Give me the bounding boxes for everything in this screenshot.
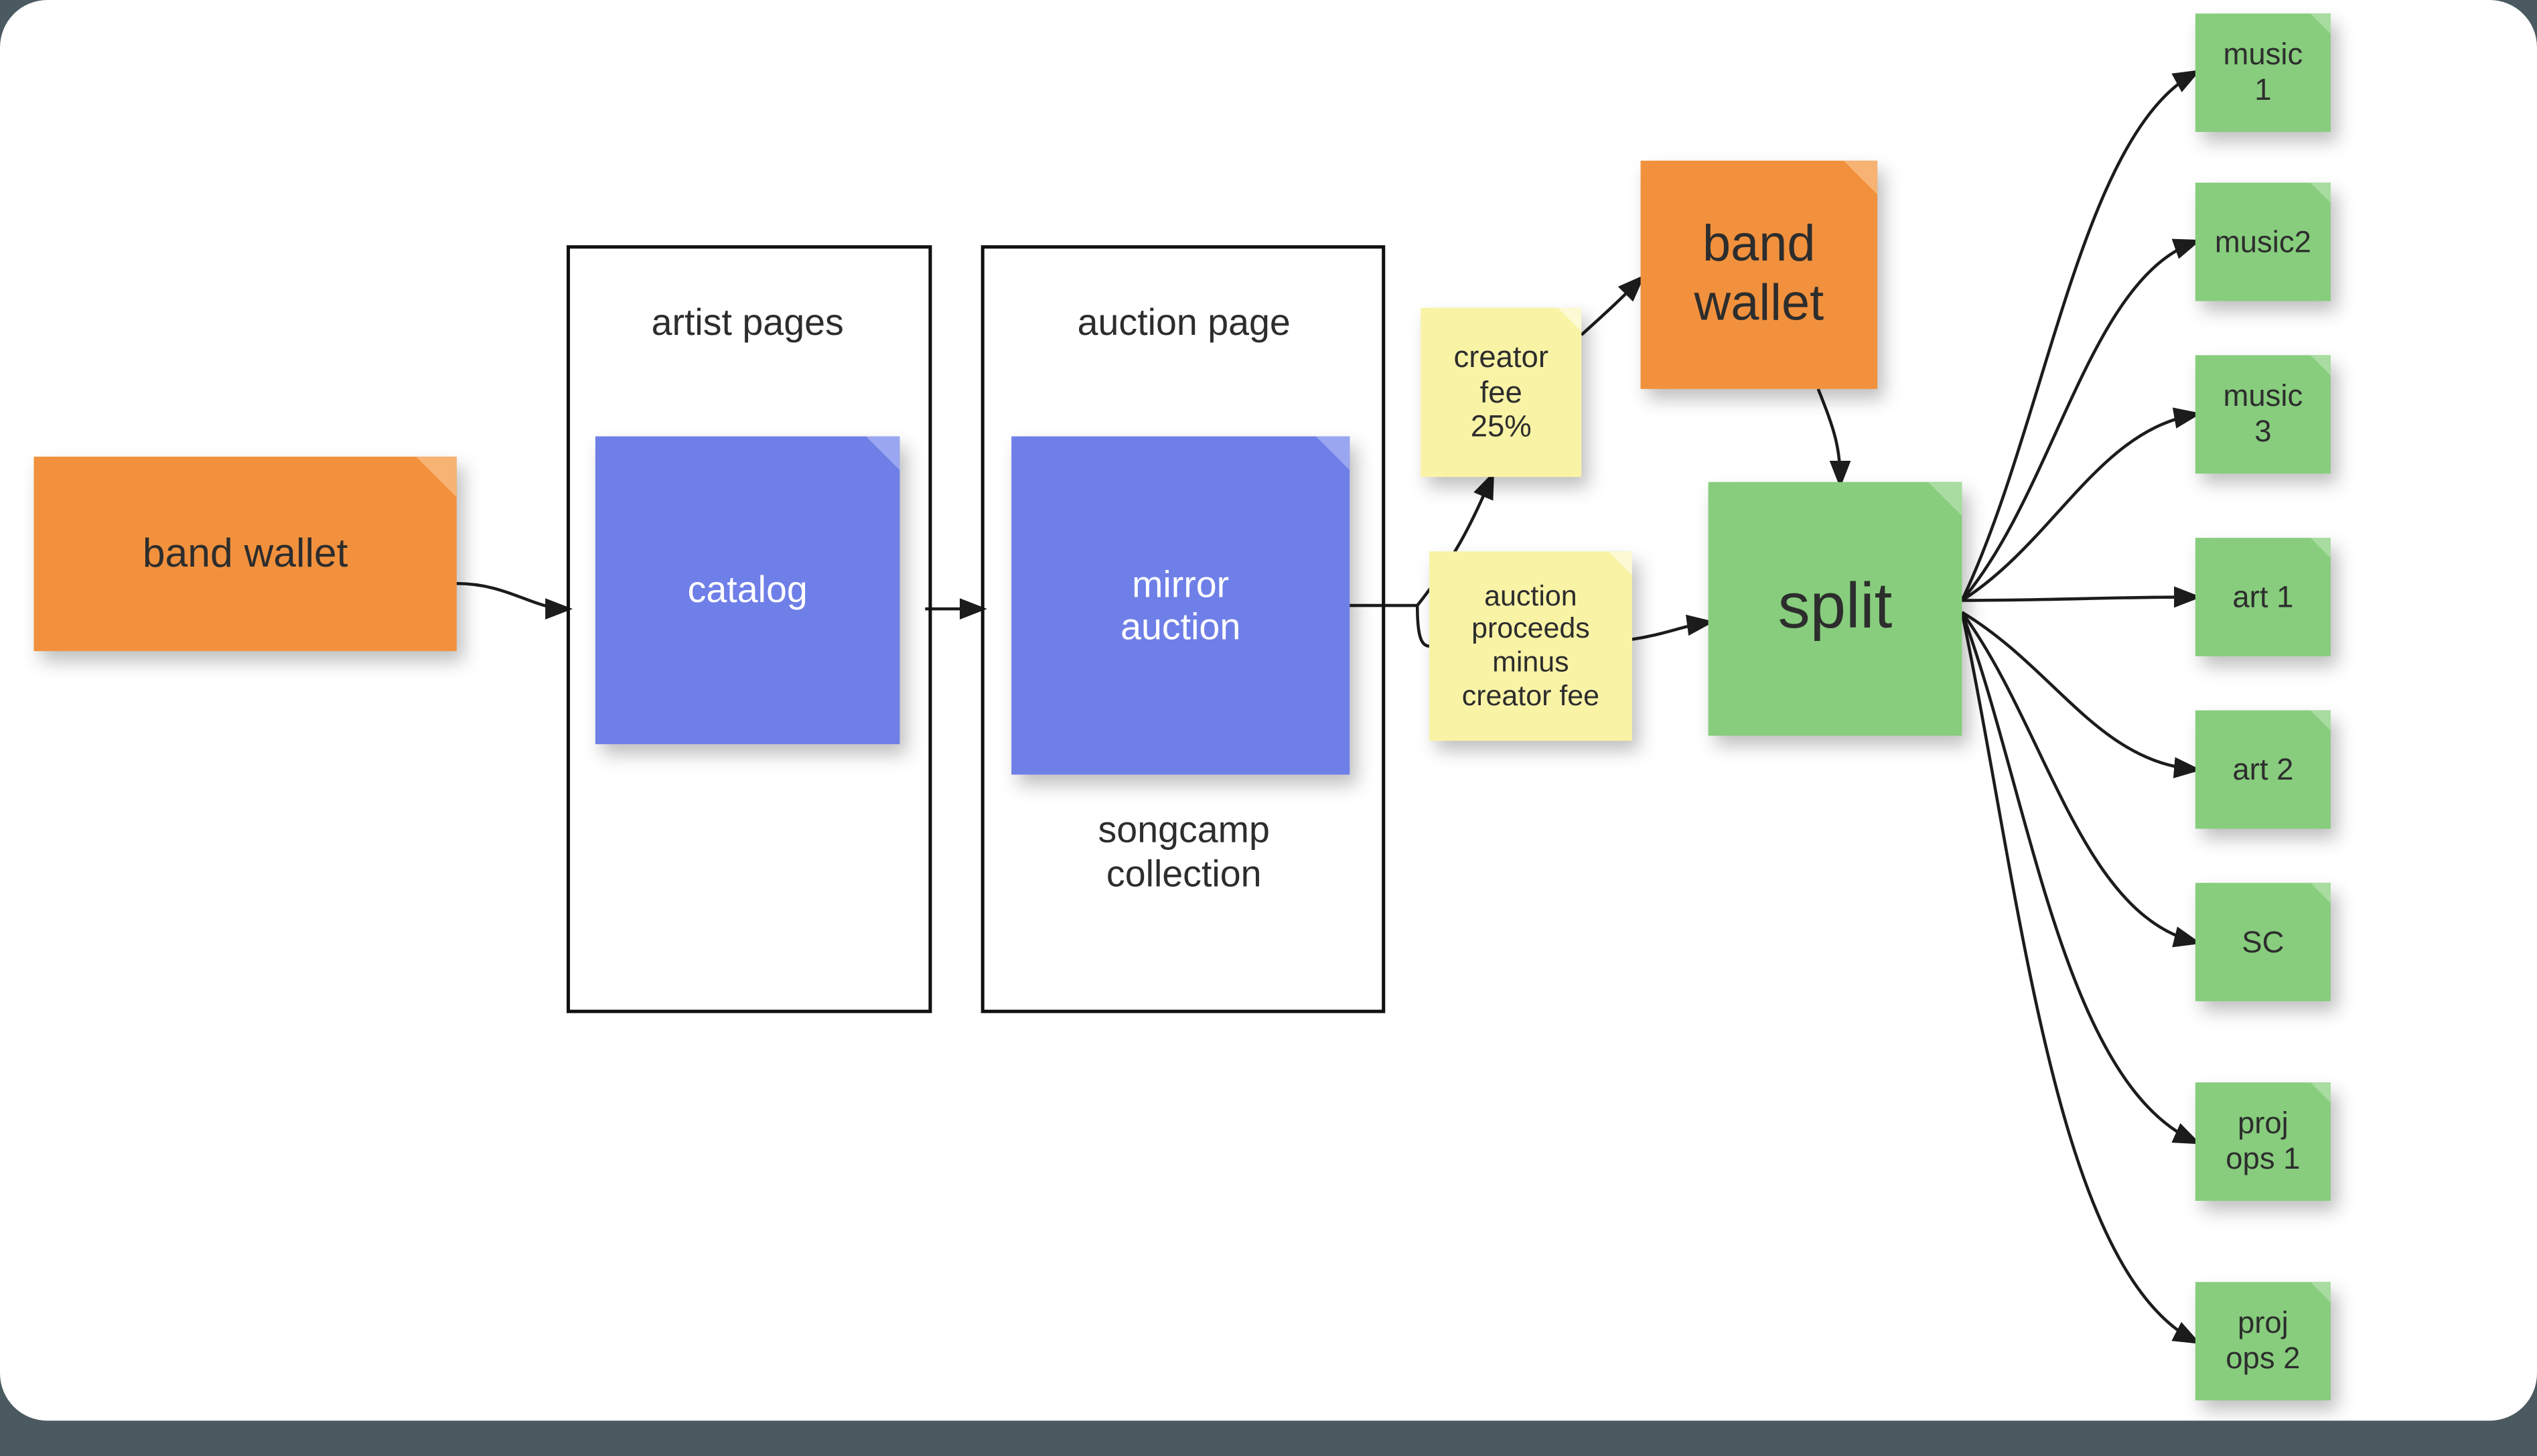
node-art-2-fold-icon [2311, 711, 2331, 731]
edge-e-fork-right [1417, 605, 1429, 646]
node-sc-label: SC [2235, 918, 2291, 966]
artist-pages-label: artist pages [612, 301, 883, 346]
diagram-canvas-wrap: artist pages auction page songcamp collect… [0, 0, 2537, 1421]
node-band-wallet-left-label: band wallet [136, 524, 355, 584]
node-proj-ops-1-label: proj ops 1 [2219, 1100, 2307, 1183]
edge-e-split-to-po1 [1962, 612, 2195, 1141]
node-music-2-label: music2 [2208, 218, 2318, 266]
node-auction-proceeds-label: auction proceeds minus creator fee [1455, 573, 1606, 719]
node-proj-ops-2: proj ops 2 [2195, 1282, 2331, 1400]
node-music-2: music2 [2195, 183, 2331, 301]
node-auction-proceeds: auction proceeds minus creator fee [1429, 551, 1632, 741]
node-band-wallet-top: band wallet [1641, 161, 1878, 389]
node-music-1: music 1 [2195, 13, 2331, 132]
node-mirror-auction-label: mirror auction [1114, 556, 1247, 655]
edge-e-split-to-m3 [1962, 415, 2195, 601]
node-music-3-label: music 3 [2216, 372, 2309, 456]
node-split-fold-icon [1928, 482, 1962, 516]
node-band-wallet-left: band wallet [34, 457, 457, 651]
node-band-wallet-top-label: band wallet [1687, 210, 1830, 340]
node-art-2-label: art 2 [2226, 745, 2300, 794]
node-music-3-fold-icon [2311, 355, 2331, 375]
auction-page-label: auction page [1040, 301, 1327, 346]
edge-e-split-to-m1 [1962, 73, 2195, 601]
node-proj-ops-2-label: proj ops 2 [2219, 1299, 2307, 1383]
node-catalog-label: catalog [680, 562, 814, 618]
node-art-1: art 1 [2195, 538, 2331, 656]
edge-e-bwtop-to-split [1818, 389, 1840, 482]
node-proj-ops-2-fold-icon [2311, 1282, 2331, 1302]
node-catalog-fold-icon [866, 437, 900, 471]
node-proj-ops-1-fold-icon [2311, 1082, 2331, 1102]
node-music-3: music 3 [2195, 355, 2331, 474]
node-mirror-auction-fold-icon [1316, 437, 1350, 471]
node-mirror-auction: mirror auction [1011, 437, 1350, 775]
node-band-wallet-left-fold-icon [416, 457, 457, 498]
node-creator-fee: creator fee 25% [1421, 308, 1581, 478]
diagram-canvas: artist pages auction page songcamp collect… [0, 0, 2537, 1421]
edge-e-proc-to-split [1632, 622, 1709, 639]
edge-e-split-to-a2 [1962, 612, 2195, 770]
edge-e-split-to-po2 [1962, 612, 2195, 1341]
node-creator-fee-label: creator fee 25% [1447, 333, 1555, 451]
edge-e-split-to-m2 [1962, 242, 2195, 600]
edge-e-split-to-sc [1962, 612, 2195, 942]
node-art-1-label: art 1 [2226, 573, 2300, 621]
edge-e-split-to-a1 [1962, 597, 2195, 600]
node-art-1-fold-icon [2311, 538, 2331, 558]
node-music-1-label: music 1 [2216, 31, 2309, 115]
edge-e-bw-to-artist [457, 583, 567, 609]
node-music-2-fold-icon [2311, 183, 2331, 203]
node-catalog: catalog [595, 437, 900, 745]
node-sc-fold-icon [2311, 883, 2331, 903]
songcamp-collection-label: songcamp collection [1049, 808, 1319, 897]
node-music-1-fold-icon [2311, 13, 2331, 33]
edge-e-fee-to-bwtop [1581, 279, 1640, 335]
node-band-wallet-top-fold-icon [1844, 161, 1878, 195]
node-art-2: art 2 [2195, 711, 2331, 829]
node-sc: SC [2195, 883, 2331, 1001]
node-auction-proceeds-fold-icon [1609, 551, 1632, 575]
node-proj-ops-1: proj ops 1 [2195, 1082, 2331, 1201]
node-split-label: split [1771, 565, 1899, 653]
node-creator-fee-fold-icon [1558, 308, 1581, 332]
node-split: split [1709, 482, 1962, 736]
